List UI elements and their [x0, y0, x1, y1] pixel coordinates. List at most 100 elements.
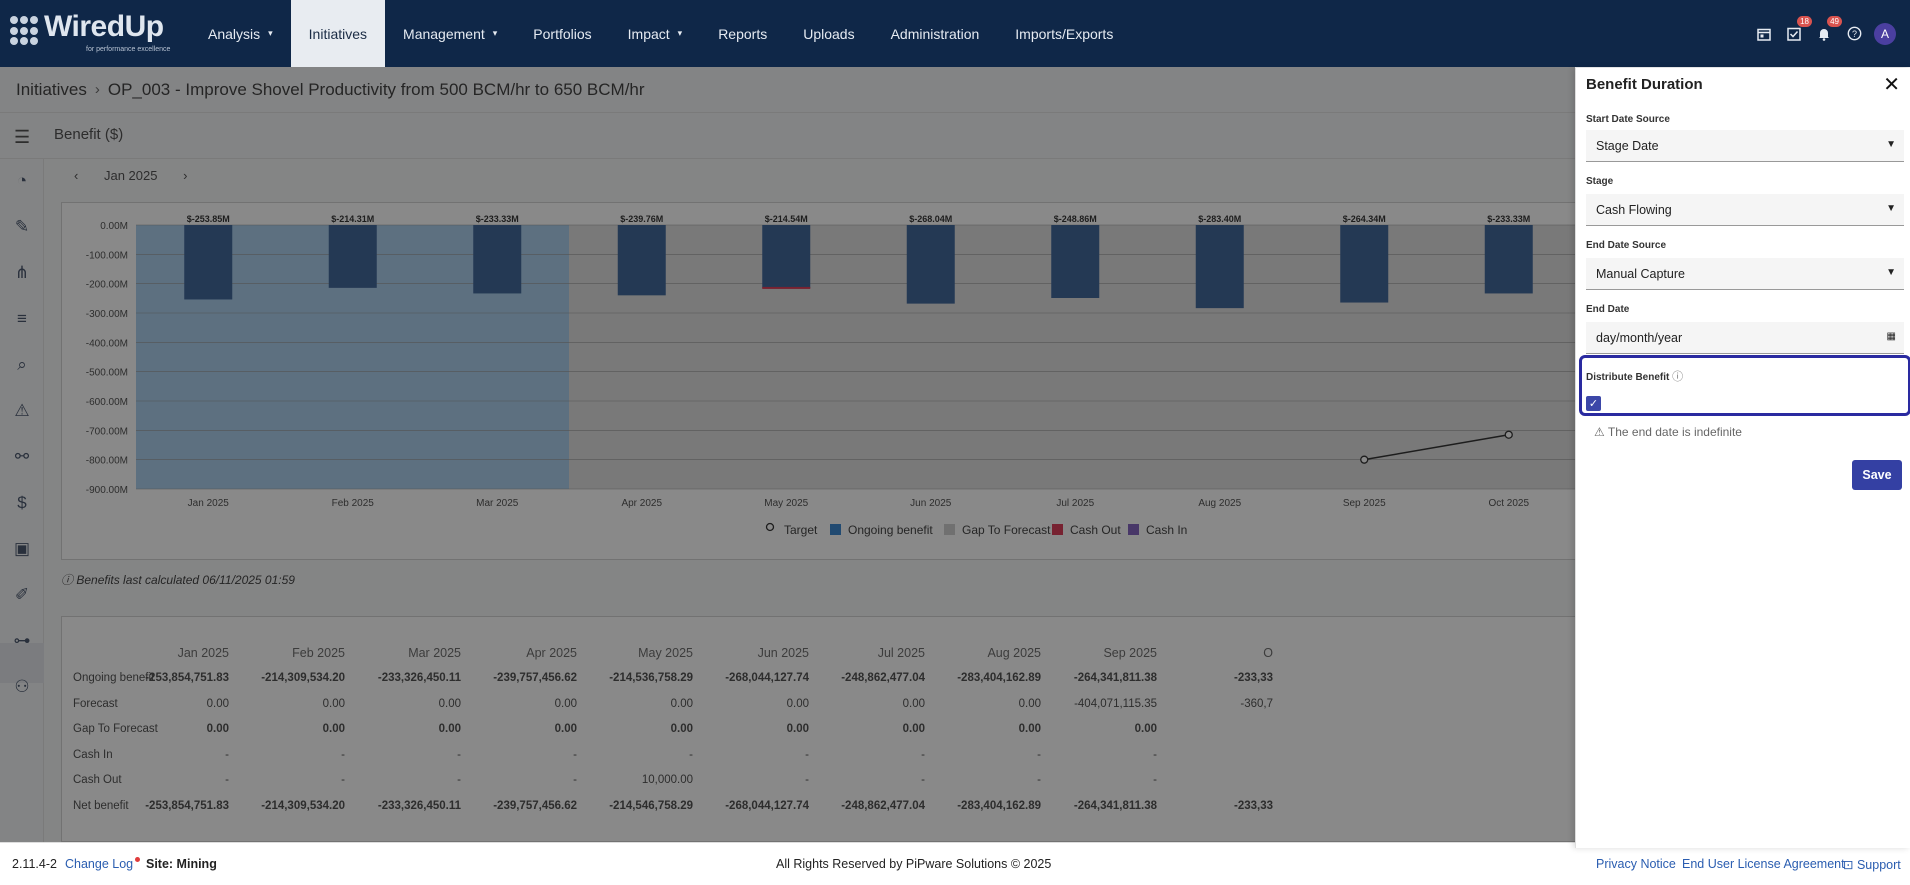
- menu-icon[interactable]: ☰: [14, 127, 31, 147]
- benefit-hand-icon[interactable]: $: [17, 493, 27, 512]
- support-link[interactable]: ⊡ Support: [1843, 857, 1901, 872]
- calc-note: ⓘ Benefits last calculated 06/11/2025 01…: [61, 571, 295, 588]
- y-tick-label: -900.00M: [86, 485, 128, 496]
- x-tick-label: Apr 2025: [621, 498, 662, 509]
- table-cell: -268,044,127.74: [725, 672, 809, 684]
- dashboard-icon[interactable]: ◔: [16, 171, 28, 190]
- table-cell: -: [341, 774, 345, 786]
- nav-uploads[interactable]: Uploads: [785, 0, 872, 67]
- edit-icon[interactable]: ✎: [14, 217, 30, 236]
- end-date-input[interactable]: day/month/year ▦: [1586, 322, 1904, 354]
- table-cell: 0.00: [670, 723, 693, 735]
- bar-data-label: $-283.40M: [1198, 214, 1241, 224]
- x-tick-label: Mar 2025: [476, 498, 519, 509]
- bell-icon[interactable]: 49: [1814, 15, 1842, 44]
- legend-label: Ongoing benefit: [848, 523, 933, 537]
- y-tick-label: -300.00M: [86, 309, 128, 320]
- close-icon[interactable]: ✕: [1883, 74, 1900, 96]
- bar-ongoing-benefit: [184, 225, 233, 300]
- distribute-benefit-highlight: [1579, 355, 1910, 416]
- nav-portfolios[interactable]: Portfolios: [515, 0, 609, 67]
- chevron-left-icon[interactable]: ‹: [74, 168, 79, 183]
- bar-data-label: $-268.04M: [909, 214, 952, 224]
- nav-label: Administration: [890, 25, 980, 42]
- nav-analysis[interactable]: Analysis ▾: [190, 0, 291, 67]
- table-cell: -: [921, 774, 925, 786]
- bar-data-label: $-253.85M: [187, 214, 230, 224]
- table-cell: May 2025: [638, 646, 693, 660]
- end-date-placeholder: day/month/year: [1596, 331, 1683, 345]
- warning-icon[interactable]: ⚠: [14, 401, 30, 420]
- table-cell: Jul 2025: [877, 646, 925, 660]
- hierarchy-icon[interactable]: ⋔: [14, 263, 30, 282]
- table-cell: 0.00: [1134, 723, 1157, 735]
- privacy-link[interactable]: Privacy Notice: [1596, 857, 1676, 871]
- table-cell: 0.00: [438, 723, 461, 735]
- current-month: Jan 2025: [103, 168, 158, 183]
- table-cell: Jan 2025: [177, 646, 229, 660]
- y-tick-label: -800.00M: [86, 456, 128, 467]
- document-edit-icon[interactable]: ✐: [14, 585, 30, 604]
- workflow-icon[interactable]: ⊶: [13, 631, 31, 650]
- table-cell: -: [689, 748, 693, 761]
- main-nav: Analysis ▾ Initiatives Management ▾ Portfo…: [190, 0, 1131, 67]
- stamp-icon[interactable]: ▣: [13, 539, 31, 558]
- target-point: [1504, 430, 1513, 439]
- binoculars-icon[interactable]: ⚯: [14, 447, 30, 466]
- nav-management[interactable]: Management ▾: [385, 0, 515, 67]
- table-cell: -: [805, 748, 809, 761]
- table-cell: 0.00: [902, 697, 925, 710]
- end-date-source-select[interactable]: Manual Capture ▼: [1586, 258, 1904, 290]
- table-cell: -214,309,534.20: [261, 799, 345, 812]
- legend-marker: [1128, 524, 1139, 535]
- row-label: Forecast: [73, 697, 118, 710]
- eula-link[interactable]: End User License Agreement: [1682, 857, 1845, 871]
- end-date-source-label: End Date Source: [1586, 240, 1667, 251]
- stage-select[interactable]: Cash Flowing ▼: [1586, 194, 1904, 226]
- users-icon[interactable]: ⚇: [14, 677, 30, 696]
- nav-imports-exports[interactable]: Imports/Exports: [997, 0, 1131, 67]
- start-date-source-label: Start Date Source: [1586, 114, 1670, 125]
- table-cell: -214,309,534.20: [261, 672, 345, 684]
- breadcrumb-root[interactable]: Initiatives: [16, 79, 87, 99]
- start-date-source-select[interactable]: Stage Date ▼: [1586, 130, 1904, 162]
- chevron-right-icon: ›: [94, 81, 100, 98]
- distribute-benefit-checkbox[interactable]: ✓: [1586, 396, 1601, 411]
- tasks-icon[interactable]: 18: [1784, 15, 1812, 44]
- wiredup-logo[interactable]: WiredUp for performance excellence: [10, 10, 180, 56]
- dropdown-arrow-icon: ▼: [1886, 267, 1896, 278]
- table-row: Net benefit -253,854,751.83 -214,309,534.2…: [62, 792, 1580, 822]
- chevron-right-icon[interactable]: ›: [183, 168, 188, 183]
- x-tick-label: May 2025: [764, 498, 808, 509]
- table-cell: -264,341,811.38: [1073, 799, 1157, 812]
- warning-icon: ⚠: [1594, 425, 1605, 439]
- table-cell: -248,862,477.04: [841, 799, 925, 812]
- avatar[interactable]: A: [1874, 22, 1896, 45]
- help-icon[interactable]: ?: [1844, 24, 1864, 44]
- changelog-link[interactable]: Change Log: [65, 857, 141, 871]
- table-cell: -360,7: [1240, 697, 1273, 710]
- x-tick-label: Jul 2025: [1056, 498, 1094, 509]
- nav-impact[interactable]: Impact ▾: [610, 0, 701, 67]
- month-navigator: ‹ Jan 2025 ›: [74, 168, 209, 183]
- nav-initiatives[interactable]: Initiatives: [290, 0, 386, 67]
- save-button[interactable]: Save: [1852, 460, 1902, 490]
- table-cell: Sep 2025: [1103, 646, 1157, 660]
- copyright: All Rights Reserved by PiPware Solutions…: [776, 857, 1052, 871]
- benefit-table: Jan 2025 Feb 2025 Mar 2025 Apr 2025 May 2025…: [61, 616, 1581, 842]
- y-tick-label: -100.00M: [86, 250, 128, 261]
- y-tick-label: -700.00M: [86, 426, 128, 437]
- list-icon[interactable]: ≡: [17, 309, 27, 328]
- bar-ongoing-benefit: [1195, 225, 1244, 309]
- bar-cash-out: [762, 286, 811, 289]
- info-icon[interactable]: ⓘ: [1672, 371, 1684, 383]
- search-icon[interactable]: ⌕: [17, 355, 27, 374]
- table-cell: 0.00: [786, 723, 809, 735]
- calendar-icon[interactable]: [1754, 24, 1774, 44]
- new-indicator-icon: [135, 857, 141, 862]
- calendar-icon[interactable]: ▦: [1886, 331, 1896, 342]
- bar-data-label: $-248.86M: [1054, 214, 1097, 224]
- end-date-source-value: Manual Capture: [1596, 267, 1685, 281]
- nav-reports[interactable]: Reports: [700, 0, 785, 67]
- nav-administration[interactable]: Administration: [873, 0, 998, 67]
